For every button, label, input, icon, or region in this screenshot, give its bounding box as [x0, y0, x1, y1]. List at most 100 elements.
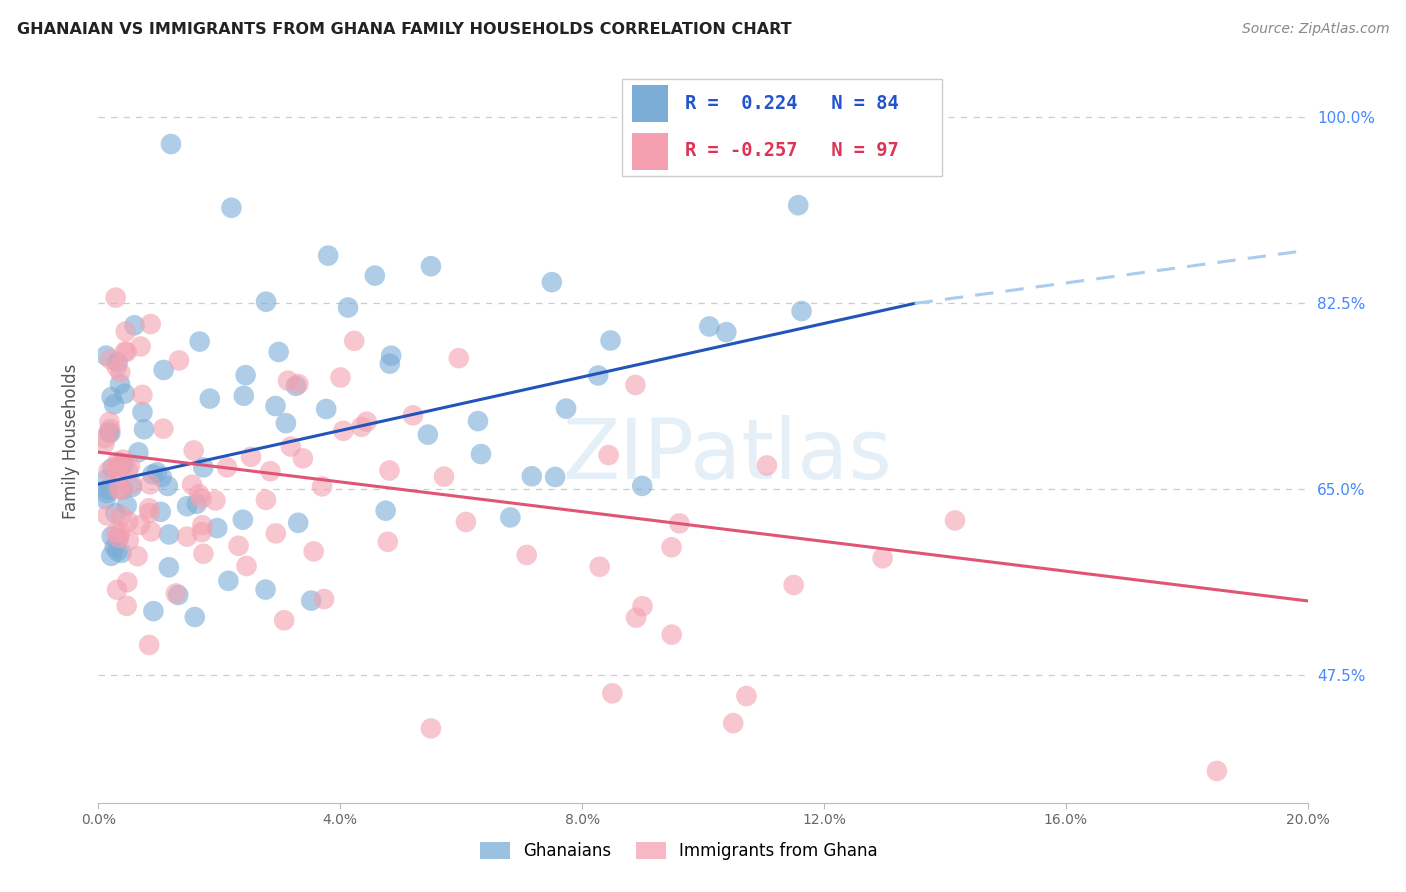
Point — [138, 638, 160, 652]
Point — [100, 529, 122, 543]
FancyBboxPatch shape — [621, 78, 942, 177]
Point — [588, 559, 610, 574]
Text: GHANAIAN VS IMMIGRANTS FROM GHANA FAMILY HOUSEHOLDS CORRELATION CHART: GHANAIAN VS IMMIGRANTS FROM GHANA FAMILY… — [17, 22, 792, 37]
Point — [105, 462, 128, 476]
Point — [470, 447, 492, 461]
Point — [117, 515, 139, 529]
Point — [454, 515, 477, 529]
Point — [112, 452, 135, 467]
Point — [235, 559, 257, 574]
Point — [217, 574, 239, 588]
Point — [105, 525, 128, 540]
Point — [215, 460, 238, 475]
Bar — [631, 85, 668, 122]
Point — [544, 470, 567, 484]
Point — [94, 349, 117, 363]
Point — [149, 505, 172, 519]
Point — [264, 399, 287, 413]
Point — [287, 377, 309, 392]
Point — [783, 578, 806, 592]
Point — [94, 492, 117, 507]
Point — [221, 201, 243, 215]
Text: ZIPatlas: ZIPatlas — [562, 416, 893, 497]
Point — [716, 325, 738, 339]
Point — [416, 427, 439, 442]
Point — [115, 345, 138, 359]
Point — [96, 486, 118, 500]
Point — [181, 477, 204, 491]
Point — [117, 575, 139, 590]
Point — [291, 451, 314, 466]
Point — [1206, 764, 1229, 778]
Point — [107, 544, 129, 558]
Point — [176, 500, 198, 514]
Point — [107, 454, 129, 468]
Point — [141, 524, 163, 539]
Point — [112, 457, 135, 471]
Point — [467, 414, 489, 428]
Point — [254, 492, 277, 507]
Point — [183, 443, 205, 458]
Point — [598, 448, 620, 462]
Point — [110, 483, 132, 497]
Point — [624, 378, 647, 392]
Point — [631, 599, 654, 614]
Point — [240, 450, 263, 464]
Point — [668, 516, 690, 531]
Text: Source: ZipAtlas.com: Source: ZipAtlas.com — [1241, 22, 1389, 37]
Point — [516, 548, 538, 562]
Point — [314, 592, 336, 607]
Point — [280, 440, 302, 454]
Point — [157, 560, 180, 574]
Point — [499, 510, 522, 524]
Point — [624, 610, 647, 624]
Point — [110, 524, 132, 539]
Point — [377, 534, 399, 549]
Point — [402, 409, 425, 423]
Point — [97, 483, 120, 497]
Point — [284, 379, 307, 393]
Point — [540, 275, 562, 289]
Point — [790, 304, 813, 318]
Point — [115, 599, 138, 613]
Point — [108, 377, 131, 392]
Point — [129, 339, 152, 353]
Point — [207, 521, 229, 535]
Point — [380, 349, 402, 363]
Point — [94, 431, 117, 445]
Point — [131, 405, 153, 419]
Point — [555, 401, 578, 416]
Point — [114, 386, 136, 401]
Point — [105, 582, 128, 597]
Point — [111, 459, 134, 474]
Point — [93, 436, 115, 450]
Point — [117, 462, 139, 476]
Point — [165, 586, 187, 600]
Point — [105, 360, 128, 375]
Point — [302, 544, 325, 558]
Bar — [631, 133, 668, 170]
Point — [274, 416, 297, 430]
Point — [699, 319, 721, 334]
Point — [520, 469, 543, 483]
Point — [235, 368, 257, 383]
Point — [107, 531, 129, 545]
Point — [108, 365, 131, 379]
Point — [98, 415, 121, 429]
Point — [138, 501, 160, 516]
Point — [329, 370, 352, 384]
Point — [131, 388, 153, 402]
Point — [101, 461, 124, 475]
Point — [723, 716, 745, 731]
Point — [118, 533, 141, 548]
Point — [152, 363, 174, 377]
Point — [104, 540, 127, 554]
Point — [735, 689, 758, 703]
Point — [152, 422, 174, 436]
Point — [111, 483, 134, 497]
Point — [138, 506, 160, 520]
Point — [104, 291, 127, 305]
Point — [103, 397, 125, 411]
Point — [350, 420, 373, 434]
Point — [129, 517, 152, 532]
